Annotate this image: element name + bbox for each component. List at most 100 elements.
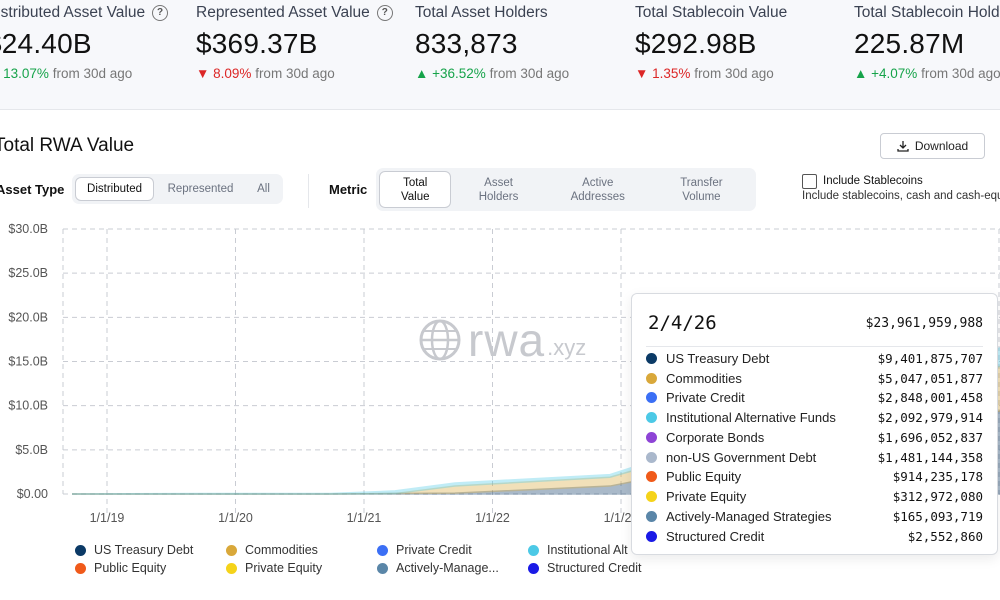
asset-type-segmented-control: Distributed Represented All — [72, 174, 283, 204]
stat-distributed-asset-value: Distributed Asset Value? $24.40B ▲ 13.07… — [0, 4, 169, 81]
tooltip-row-value: $165,093,719 — [892, 509, 983, 524]
asset-type-distributed[interactable]: Distributed — [75, 177, 154, 201]
metric-total-value[interactable]: Total Value — [379, 171, 452, 208]
tooltip-row-value: $1,696,052,837 — [877, 430, 983, 445]
tooltip-dot-icon — [646, 452, 657, 463]
metric-total-value-label: Total Value — [400, 176, 430, 203]
stat-total-stablecoin-value: Total Stablecoin Value $292.98B ▼ 1.35% … — [635, 4, 787, 81]
stat-change: +36.52% — [432, 66, 486, 81]
stat-change-suffix: from 30d ago — [255, 66, 335, 81]
tooltip-dot-icon — [646, 432, 657, 443]
tooltip-dot-icon — [646, 511, 657, 522]
metric-asset-holders-label: Asset Holders — [478, 176, 519, 203]
metric-transfer-volume-label: Transfer Volume — [680, 176, 723, 203]
change-down-arrow-icon: ▼ — [635, 66, 649, 81]
stat-change-suffix: from 30d ago — [921, 66, 1000, 81]
watermark-text: rwa — [468, 314, 546, 366]
stat-value: $369.37B — [196, 28, 318, 59]
asset-type-label: Asset Type — [0, 182, 65, 197]
metric-active-addresses[interactable]: Active Addresses — [546, 171, 650, 208]
help-icon[interactable]: ? — [152, 5, 169, 21]
stat-value: 833,873 — [415, 28, 518, 59]
tooltip-row: non-US Government Debt $1,481,144,358 — [646, 448, 983, 467]
stat-change-suffix: from 30d ago — [694, 66, 774, 81]
include-stablecoins-description: Include stablecoins, cash and cash-equiv… — [802, 190, 1000, 202]
stat-total-stablecoin-holders: Total Stablecoin Holders 225.87M ▲ +4.07… — [854, 4, 1000, 81]
stat-label: Distributed Asset Value — [0, 4, 146, 21]
stat-label: Total Stablecoin Value — [635, 4, 788, 21]
legend-item[interactable]: Actively-Manage... — [377, 561, 499, 575]
tooltip-dot-icon — [646, 392, 657, 403]
x-tick-label: 1/1/22 — [475, 511, 510, 525]
stat-change: 13.07% — [3, 66, 49, 81]
include-stablecoins-label: Include Stablecoins — [823, 175, 923, 187]
tooltip-dot-icon — [646, 531, 657, 542]
x-tick-label: 1/1/20 — [218, 511, 253, 525]
y-tick-label: $15.0B — [8, 355, 48, 369]
tooltip-row: Private Credit $2,848,001,458 — [646, 388, 983, 407]
legend-item[interactable]: Private Equity — [226, 561, 322, 575]
tooltip-row-value: $9,401,875,707 — [877, 351, 983, 366]
tooltip-row-name: Institutional Alternative Funds — [666, 410, 836, 425]
stat-change: +4.07% — [871, 66, 918, 81]
legend-dot-icon — [528, 562, 539, 574]
download-label: Download — [914, 139, 969, 153]
metric-transfer-volume[interactable]: Transfer Volume — [650, 171, 753, 208]
y-tick-label: $0.00 — [17, 487, 48, 501]
tooltip-row-value: $914,235,178 — [892, 469, 983, 484]
tooltip-row-name: non-US Government Debt — [666, 450, 817, 465]
tooltip-row-value: $1,481,144,358 — [877, 450, 983, 465]
legend-item[interactable]: Commodities — [226, 543, 318, 557]
x-tick-label: 1/1/21 — [347, 511, 382, 525]
stat-value: $292.98B — [635, 28, 757, 59]
legend-item[interactable]: Private Credit — [377, 543, 472, 557]
legend-label: Commodities — [245, 543, 318, 557]
stat-change-suffix: from 30d ago — [489, 66, 570, 81]
tooltip-row-value: $2,848,001,458 — [877, 390, 983, 405]
watermark-subtext: .xyz — [547, 335, 587, 360]
asset-type-all[interactable]: All — [257, 183, 270, 195]
help-icon[interactable]: ? — [376, 5, 393, 21]
legend-label: Structured Credit — [547, 561, 642, 575]
legend-item[interactable]: Structured Credit — [528, 561, 641, 575]
y-tick-label: $5.0B — [15, 443, 48, 457]
legend-label: US Treasury Debt — [94, 543, 194, 557]
legend-label: Institutional Alt — [547, 543, 628, 557]
tooltip-row: Commodities $5,047,051,877 — [646, 369, 983, 388]
legend-item[interactable]: Institutional Alt — [528, 543, 628, 557]
legend-dot-icon — [377, 544, 388, 556]
y-tick-label: $30.0B — [8, 222, 48, 236]
legend-dot-icon — [528, 544, 539, 556]
include-stablecoins-checkbox[interactable] — [802, 174, 817, 189]
tooltip-row: US Treasury Debt $9,401,875,707 — [646, 349, 983, 368]
stat-value: $24.40B — [0, 28, 92, 59]
section-title: Total RWA Value — [0, 135, 135, 156]
download-button[interactable]: Download — [880, 133, 985, 159]
tooltip-row-name: Corporate Bonds — [666, 430, 765, 445]
tooltip-row-name: Actively-Managed Strategies — [666, 509, 832, 524]
tooltip-row: Corporate Bonds $1,696,052,837 — [646, 428, 983, 447]
stat-change-suffix: from 30d ago — [52, 66, 133, 81]
tooltip-date: 2/4/26 — [648, 312, 717, 334]
legend-item[interactable]: US Treasury Debt — [75, 543, 193, 557]
tooltip-row-name: Private Credit — [666, 390, 745, 405]
tooltip-row: Institutional Alternative Funds $2,092,97… — [646, 408, 983, 427]
metric-asset-holders[interactable]: Asset Holders — [451, 171, 545, 208]
tooltip-row: Private Equity $312,972,080 — [646, 487, 983, 506]
legend-dot-icon — [75, 544, 86, 556]
asset-type-represented[interactable]: Represented — [167, 183, 234, 195]
tooltip-row: Structured Credit $2,552,860 — [646, 527, 983, 546]
tooltip-dot-icon — [646, 373, 657, 384]
legend-label: Private Credit — [396, 543, 472, 557]
y-tick-label: $10.0B — [8, 399, 48, 413]
legend-item[interactable]: Public Equity — [75, 561, 166, 575]
legend-dot-icon — [226, 544, 237, 556]
change-down-arrow-icon: ▼ — [196, 66, 210, 81]
tooltip-row-value: $2,552,860 — [907, 529, 983, 544]
stat-change: 1.35% — [652, 66, 691, 81]
metric-segmented-control: Total Value Asset Holders Active Address… — [376, 168, 756, 211]
stat-total-asset-holders: Total Asset Holders 833,873 ▲ +36.52% fr… — [415, 4, 569, 81]
filter-divider — [308, 174, 309, 208]
tooltip-row-value: $312,972,080 — [892, 489, 983, 504]
metric-label: Metric — [329, 182, 368, 197]
